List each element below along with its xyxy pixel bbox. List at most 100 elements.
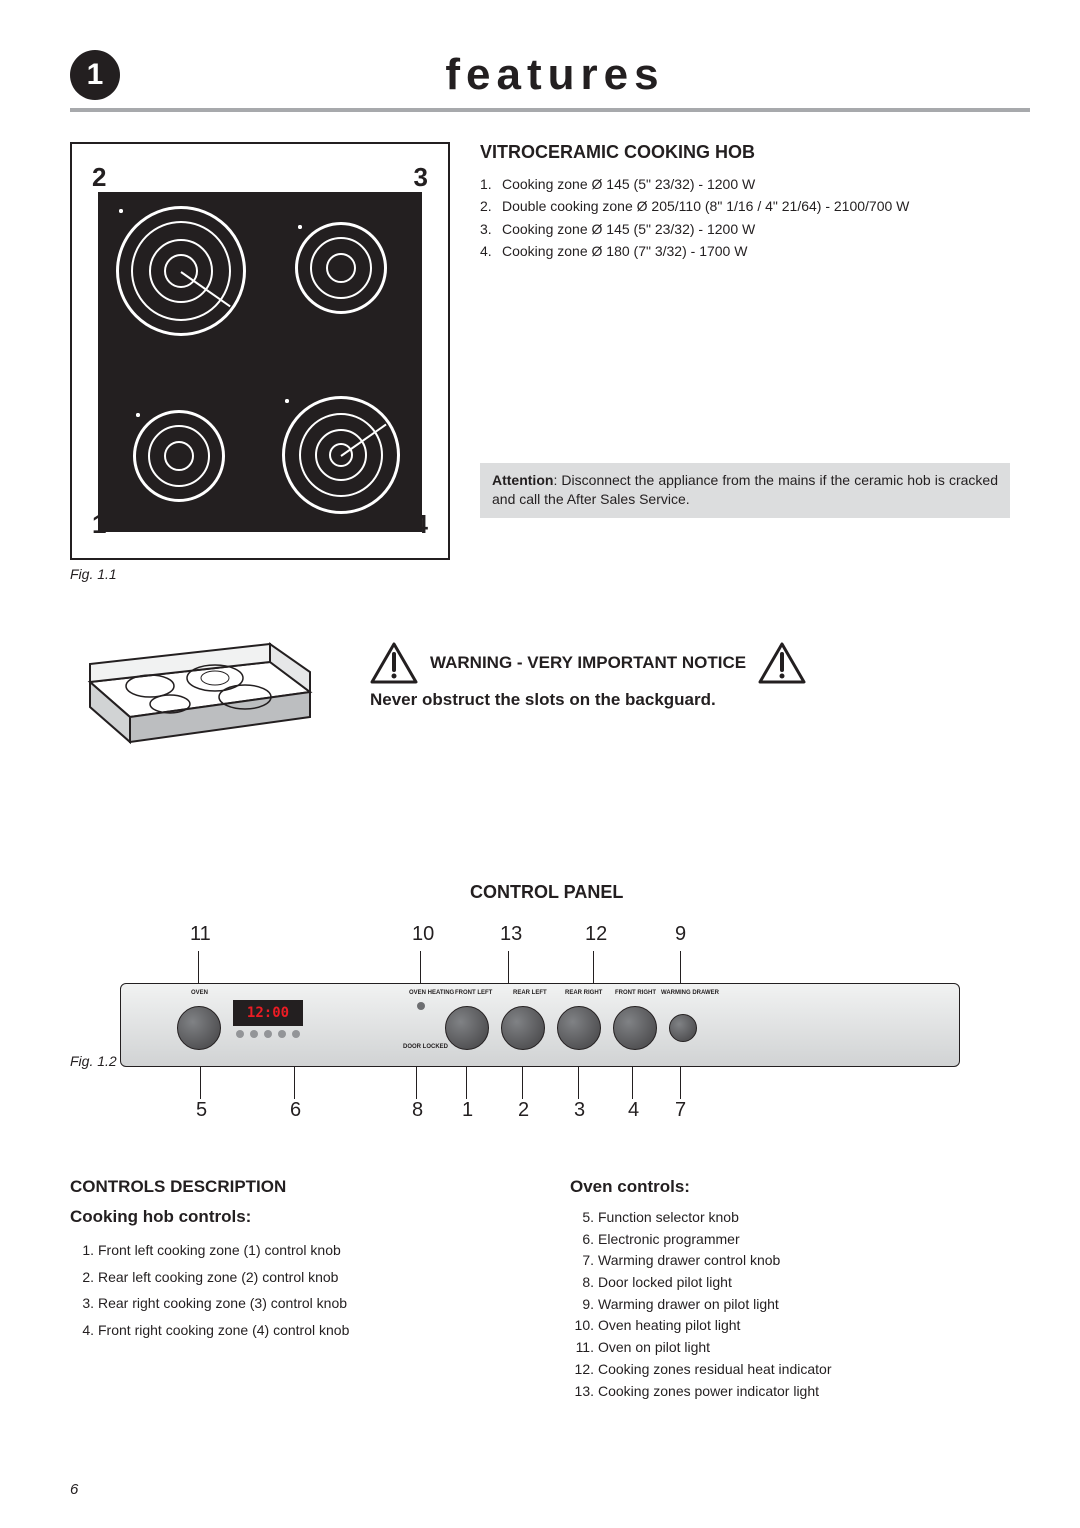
- item-text: Function selector knob: [598, 1207, 739, 1229]
- list-item: 4.Cooking zone Ø 180 (7" 3/32) - 1700 W: [480, 240, 1010, 262]
- item-num: 1.: [480, 173, 502, 195]
- hob-diagram: 2 3 1 4: [70, 142, 450, 582]
- list-item: 8.Door locked pilot light: [570, 1272, 1010, 1294]
- controls-desc-title: CONTROLS DESCRIPTION: [70, 1177, 510, 1197]
- warning-section: WARNING - VERY IMPORTANT NOTICE Never ob…: [70, 582, 1010, 772]
- section-title: features: [150, 50, 960, 100]
- item-num: 3.: [70, 1290, 98, 1317]
- callout-num: 13: [500, 923, 522, 946]
- warning-row: WARNING - VERY IMPORTANT NOTICE: [370, 642, 1010, 684]
- knob-label: FRONT RIGHT: [615, 990, 656, 996]
- item-text: Electronic programmer: [598, 1229, 740, 1251]
- item-text: Oven on pilot light: [598, 1337, 710, 1359]
- item-text: Cooking zones power indicator light: [598, 1381, 819, 1403]
- callout-num: 2: [518, 1099, 529, 1122]
- callout-num: 1: [462, 1099, 473, 1122]
- knob-label: WARMING DRAWER: [661, 990, 719, 996]
- knob-label: REAR RIGHT: [565, 990, 602, 996]
- callout-num: 7: [675, 1099, 686, 1122]
- attention-box: Attention: Disconnect the appliance from…: [480, 463, 1010, 518]
- never-obstruct-text: Never obstruct the slots on the backguar…: [370, 690, 1010, 710]
- item-num: 6.: [570, 1229, 598, 1251]
- oven-knob: [177, 1006, 221, 1050]
- programmer-display: 12:00: [233, 1000, 303, 1026]
- controls-description: CONTROLS DESCRIPTION Cooking hob control…: [70, 1177, 1010, 1402]
- warning-text-block: WARNING - VERY IMPORTANT NOTICE Never ob…: [370, 582, 1010, 710]
- list-item: 1.Cooking zone Ø 145 (5" 23/32) - 1200 W: [480, 173, 1010, 195]
- item-text: Cooking zone Ø 145 (5" 23/32) - 1200 W: [502, 218, 755, 240]
- hob-list: 1.Cooking zone Ø 145 (5" 23/32) - 1200 W…: [480, 173, 1010, 263]
- zone-label-2: 2: [92, 162, 106, 193]
- attention-text: : Disconnect the appliance from the main…: [492, 472, 998, 508]
- list-item: 12.Cooking zones residual heat indicator: [570, 1359, 1010, 1381]
- list-item: 3.Rear right cooking zone (3) control kn…: [70, 1290, 510, 1317]
- hob-knob-1: [445, 1006, 489, 1050]
- item-num: 1.: [70, 1237, 98, 1264]
- item-text: Warming drawer on pilot light: [598, 1294, 779, 1316]
- bottom-numbers: 5 6 8 1 2 3 4 7: [120, 1099, 960, 1127]
- section-number: 1: [87, 58, 104, 92]
- warning-icon: [758, 642, 806, 684]
- oven-controls-title: Oven controls:: [570, 1177, 1010, 1197]
- knob-label: OVEN: [191, 990, 208, 996]
- list-item: 6.Electronic programmer: [570, 1229, 1010, 1251]
- hob-description: VITROCERAMIC COOKING HOB 1.Cooking zone …: [480, 142, 1010, 582]
- item-text: Cooking zone Ø 145 (5" 23/32) - 1200 W: [502, 173, 755, 195]
- list-item: 11.Oven on pilot light: [570, 1337, 1010, 1359]
- section-number-badge: 1: [70, 50, 120, 100]
- burner-2: [116, 206, 246, 336]
- list-item: 1.Front left cooking zone (1) control kn…: [70, 1237, 510, 1264]
- list-item: 4.Front right cooking zone (4) control k…: [70, 1317, 510, 1344]
- item-text: Front right cooking zone (4) control kno…: [98, 1317, 349, 1344]
- hob-knob-3: [557, 1006, 601, 1050]
- list-item: 5.Function selector knob: [570, 1207, 1010, 1229]
- hob-surface: [98, 192, 422, 532]
- item-num: 10.: [570, 1315, 598, 1337]
- oven-controls-col: Oven controls: 5.Function selector knob …: [570, 1177, 1010, 1402]
- hob-box: 2 3 1 4: [70, 142, 450, 560]
- hob-knob-2: [501, 1006, 545, 1050]
- control-panel-diagram: Fig. 1.2 11 10 13 12 9 OVEN 12:00: [120, 923, 960, 1127]
- item-num: 4.: [480, 240, 502, 262]
- cooking-hob-controls-list: 1.Front left cooking zone (1) control kn…: [70, 1237, 510, 1343]
- item-num: 3.: [480, 218, 502, 240]
- item-num: 11.: [570, 1337, 598, 1359]
- item-text: Cooking zone Ø 180 (7" 3/32) - 1700 W: [502, 240, 747, 262]
- hob-section: 2 3 1 4: [70, 142, 1010, 582]
- item-num: 13.: [570, 1381, 598, 1403]
- item-text: Rear right cooking zone (3) control knob: [98, 1290, 347, 1317]
- item-text: Oven heating pilot light: [598, 1315, 740, 1337]
- leader-lines-top: [120, 951, 960, 983]
- attention-strong: Attention: [492, 472, 553, 488]
- list-item: 2.Double cooking zone Ø 205/110 (8" 1/16…: [480, 195, 1010, 217]
- item-text: Warming drawer control knob: [598, 1250, 780, 1272]
- warning-icon: [370, 642, 418, 684]
- item-num: 8.: [570, 1272, 598, 1294]
- knob-label: OVEN HEATING: [409, 990, 454, 996]
- item-text: Double cooking zone Ø 205/110 (8" 1/16 /…: [502, 195, 909, 217]
- control-panel-strip: OVEN 12:00 OVEN HEATING FRONT LEFT REAR …: [120, 983, 960, 1067]
- zone-label-3: 3: [414, 162, 428, 193]
- warming-drawer-knob: [669, 1014, 697, 1042]
- callout-num: 3: [574, 1099, 585, 1122]
- callout-num: 10: [412, 923, 434, 946]
- knob-label: REAR LEFT: [513, 990, 547, 996]
- door-locked-label: DOOR LOCKED: [403, 1044, 448, 1050]
- hob-title: VITROCERAMIC COOKING HOB: [480, 142, 1010, 163]
- cooking-hob-controls-col: CONTROLS DESCRIPTION Cooking hob control…: [70, 1177, 510, 1402]
- item-num: 5.: [570, 1207, 598, 1229]
- callout-num: 5: [196, 1099, 207, 1122]
- callout-num: 11: [190, 923, 211, 946]
- fig-1-2-label: Fig. 1.2: [70, 1053, 117, 1069]
- leader-lines-bot: [120, 1067, 960, 1099]
- callout-num: 6: [290, 1099, 301, 1122]
- divider: [70, 108, 1030, 112]
- item-num: 2.: [70, 1264, 98, 1291]
- page-number: 6: [70, 1481, 78, 1498]
- fig-1-1-label: Fig. 1.1: [70, 566, 450, 582]
- top-numbers: 11 10 13 12 9: [120, 923, 960, 951]
- stove-illustration: [70, 622, 330, 772]
- pilot-light: [417, 1002, 425, 1010]
- item-text: Cooking zones residual heat indicator: [598, 1359, 831, 1381]
- cooking-hob-controls-title: Cooking hob controls:: [70, 1207, 510, 1227]
